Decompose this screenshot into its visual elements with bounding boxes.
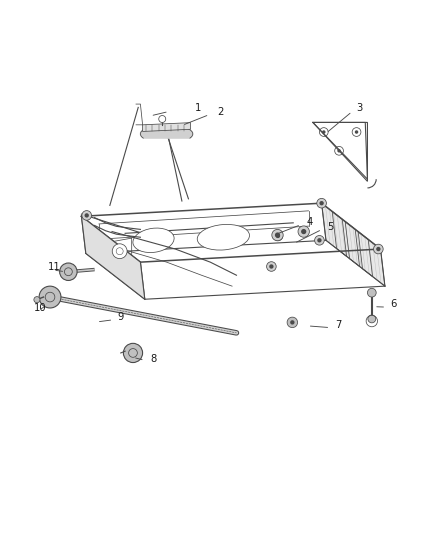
Circle shape [124, 343, 143, 362]
Circle shape [269, 264, 274, 269]
Text: 3: 3 [357, 103, 363, 114]
Circle shape [39, 286, 61, 308]
Text: 2: 2 [217, 107, 223, 117]
Circle shape [376, 247, 381, 251]
Circle shape [275, 232, 280, 238]
Circle shape [355, 130, 358, 134]
Circle shape [301, 229, 306, 234]
Text: 9: 9 [118, 312, 124, 322]
Text: 7: 7 [335, 320, 342, 330]
Circle shape [337, 149, 341, 152]
Circle shape [290, 320, 294, 325]
Circle shape [317, 238, 321, 243]
Circle shape [368, 315, 376, 323]
Circle shape [273, 231, 283, 241]
Circle shape [159, 116, 166, 123]
Circle shape [322, 130, 325, 134]
Text: 6: 6 [391, 300, 397, 310]
Circle shape [34, 297, 40, 303]
Polygon shape [143, 123, 191, 132]
Ellipse shape [197, 224, 250, 250]
Circle shape [267, 262, 276, 271]
Circle shape [112, 244, 127, 259]
Circle shape [319, 201, 324, 205]
Circle shape [85, 213, 89, 217]
Text: 1: 1 [195, 103, 201, 114]
Polygon shape [321, 203, 385, 286]
Polygon shape [141, 125, 193, 138]
Circle shape [317, 198, 326, 208]
Text: 8: 8 [150, 354, 156, 364]
Text: 4: 4 [306, 217, 313, 227]
Circle shape [82, 211, 92, 220]
Circle shape [298, 226, 309, 237]
Circle shape [272, 229, 283, 241]
Circle shape [60, 263, 77, 280]
Circle shape [367, 288, 376, 297]
Text: 10: 10 [34, 303, 46, 312]
Polygon shape [81, 216, 145, 299]
Circle shape [287, 317, 297, 328]
Ellipse shape [133, 228, 174, 253]
Circle shape [276, 234, 280, 238]
Text: 5: 5 [327, 222, 334, 232]
Circle shape [314, 236, 324, 245]
Text: 11: 11 [48, 262, 60, 272]
Circle shape [374, 244, 383, 254]
